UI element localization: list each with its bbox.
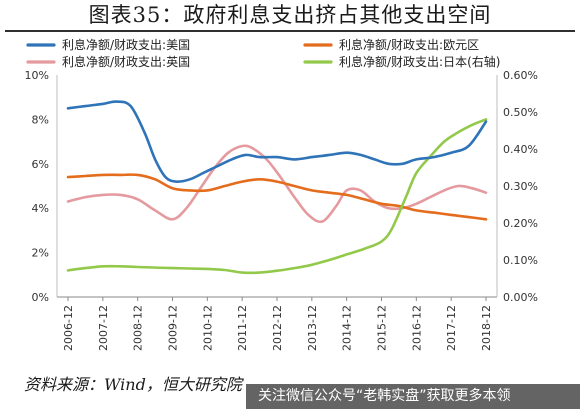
x-axis-tick-label: 2014-12 [341, 305, 354, 351]
series-line-us [66, 100, 488, 183]
left-axis-tick-label: 2% [32, 247, 49, 260]
x-axis-tick-label: 2016-12 [410, 305, 423, 351]
x-axis-tick-label: 2008-12 [132, 305, 145, 351]
left-axis-tick-label: 6% [32, 158, 49, 171]
x-axis-tick-label: 2012-12 [271, 305, 284, 351]
legend-item-japan-label: 利息净额/财政支出:日本(右轴) [339, 54, 500, 69]
right-axis-tick-label: 0.60% [503, 69, 538, 82]
left-axis-tick-label: 4% [32, 202, 49, 215]
x-axis-tick-label: 2007-12 [97, 305, 110, 351]
watermark-banner: 关注微信公众号“老韩实盘”获取更多本领 [246, 384, 580, 409]
right-axis-tick-label: 0.20% [503, 217, 538, 230]
legend-item-uk-label: 利息净额/财政支出:英国 [62, 54, 190, 69]
series-line-eurozone [66, 173, 488, 221]
chart-axes: 0% 2% 4% 6% 8% 10% 0.00% 0.10% 0.20% 0.30% 0.40% 0.… [25, 69, 538, 351]
right-axis-tick-label: 0.00% [503, 291, 538, 304]
left-axis-tick-label: 8% [32, 113, 49, 126]
x-axis-tick-label: 2011-12 [236, 305, 249, 351]
right-axis-tick-label: 0.50% [503, 106, 538, 119]
chart-series [66, 100, 488, 275]
x-axis-tick-label: 2017-12 [445, 305, 458, 351]
x-axis-tick-label: 2013-12 [306, 305, 319, 351]
legend-item-us-label: 利息净额/财政支出:美国 [62, 37, 190, 52]
x-axis-tick-label: 2015-12 [376, 305, 389, 351]
right-axis-tick-label: 0.40% [503, 143, 538, 156]
x-axis-tick-label: 2006-12 [62, 305, 75, 351]
chart-title: 图表35：政府利息支出挤占其他支出空间 [88, 3, 492, 27]
x-axis-tick-label: 2018-12 [480, 305, 493, 351]
left-axis-tick-label: 0% [32, 291, 49, 304]
left-axis-tick-label: 10% [25, 69, 49, 82]
x-axis-tick-label: 2009-12 [167, 305, 180, 351]
series-line-uk [66, 144, 488, 224]
title-divider [5, 30, 575, 32]
right-axis-tick-label: 0.30% [503, 180, 538, 193]
legend-item-eurozone-label: 利息净额/财政支出:欧元区 [339, 37, 479, 52]
x-axis-tick-label: 2010-12 [201, 305, 214, 351]
source-note: 资料来源：Wind，恒大研究院 [24, 375, 242, 394]
right-axis-tick-label: 0.10% [503, 254, 538, 267]
